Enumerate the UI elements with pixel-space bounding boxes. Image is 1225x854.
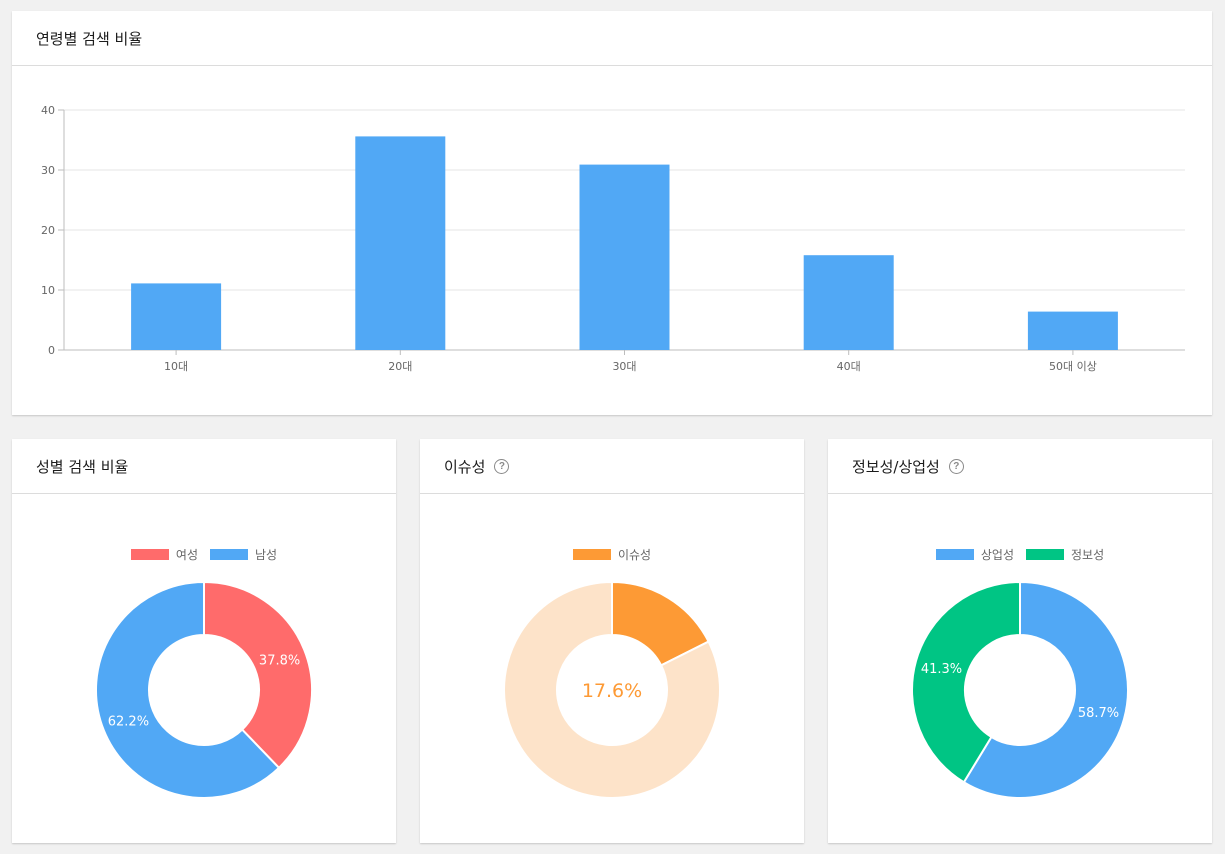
legend-swatch-male [210, 549, 248, 560]
x-tick-label: 20대 [388, 360, 412, 373]
bar [355, 136, 446, 350]
donut-slice [503, 580, 721, 799]
y-tick-label: 40 [41, 104, 55, 117]
gender-chart-title: 성별 검색 비율 [36, 457, 129, 476]
legend-item-female[interactable]: 여성 [130, 546, 198, 563]
info-donut-chart: 58.7% 41.3% [911, 580, 1129, 799]
age-bar-chart: 0 10 20 30 40 10대 20대 30대 40대 50대 이상 [41, 104, 1185, 373]
info-chart-header: 정보성/상업성 ? [828, 439, 1212, 494]
y-tick-label: 20 [41, 224, 55, 237]
legend-item-issue[interactable]: 이슈성 [572, 546, 652, 563]
gender-legend: 여성 남성 [12, 546, 396, 563]
donut-slice [95, 580, 281, 799]
legend-label-commercial: 상업성 [980, 548, 1014, 562]
info-help-icon[interactable]: ? [948, 458, 964, 474]
slice-label: 58.7% [1078, 706, 1119, 721]
issue-help-icon[interactable]: ? [494, 458, 510, 474]
bar [579, 164, 670, 350]
x-tick-label: 40대 [837, 360, 861, 373]
slice-label: 41.3% [921, 662, 962, 677]
y-tick-label: 10 [41, 284, 55, 297]
legend-label-informational: 정보성 [1071, 548, 1105, 562]
issue-donut-chart: 17.6% [503, 580, 721, 799]
x-tick-label: 10대 [164, 360, 188, 373]
y-tick-label: 30 [41, 164, 55, 177]
slice-label: 37.8% [259, 654, 300, 669]
bar [803, 255, 894, 350]
legend-item-commercial[interactable]: 상업성 [935, 546, 1014, 563]
issue-chart-header: 이슈성 ? [420, 439, 804, 494]
age-chart-card: 연령별 검색 비율 0 10 20 30 40 10대 20대 30대 40대 50대 이상 [12, 11, 1212, 415]
legend-swatch-informational [1026, 549, 1064, 560]
x-tick-label: 30대 [612, 360, 636, 373]
issue-chart-card: 이슈성 ? 이슈성 17.6% [420, 439, 804, 843]
legend-label-male: 남성 [255, 548, 278, 562]
gender-chart-header: 성별 검색 비율 [12, 439, 396, 494]
info-chart-title: 정보성/상업성 [852, 457, 940, 476]
legend-label-female: 여성 [175, 548, 198, 562]
bar [1027, 311, 1118, 350]
y-tick-label: 0 [48, 344, 55, 357]
info-legend: 상업성 정보성 [828, 546, 1212, 563]
gender-chart-card: 성별 검색 비율 여성 남성 37.8% 62.2% [12, 439, 396, 843]
center-label: 17.6% [582, 680, 642, 702]
issue-chart-title: 이슈성 [444, 457, 486, 476]
legend-swatch-issue [572, 549, 611, 560]
age-chart-title: 연령별 검색 비율 [36, 29, 143, 48]
donut-slice [203, 580, 313, 770]
donut-slice [911, 580, 1021, 784]
slice-label: 62.2% [108, 714, 149, 729]
x-tick-label: 50대 이상 [1049, 360, 1097, 373]
legend-item-informational[interactable]: 정보성 [1026, 546, 1104, 563]
info-chart-card: 정보성/상업성 ? 상업성 정보성 58.7% 41.3% [828, 439, 1212, 843]
legend-label-issue: 이슈성 [617, 548, 652, 562]
donut-slice [962, 580, 1129, 799]
issue-legend: 이슈성 [420, 546, 804, 563]
gender-donut-chart: 37.8% 62.2% [95, 580, 313, 799]
legend-swatch-commercial [935, 549, 974, 560]
legend-item-male[interactable]: 남성 [210, 546, 277, 563]
bar [131, 283, 222, 350]
legend-swatch-female [130, 549, 169, 560]
age-chart-header: 연령별 검색 비율 [12, 11, 1212, 66]
